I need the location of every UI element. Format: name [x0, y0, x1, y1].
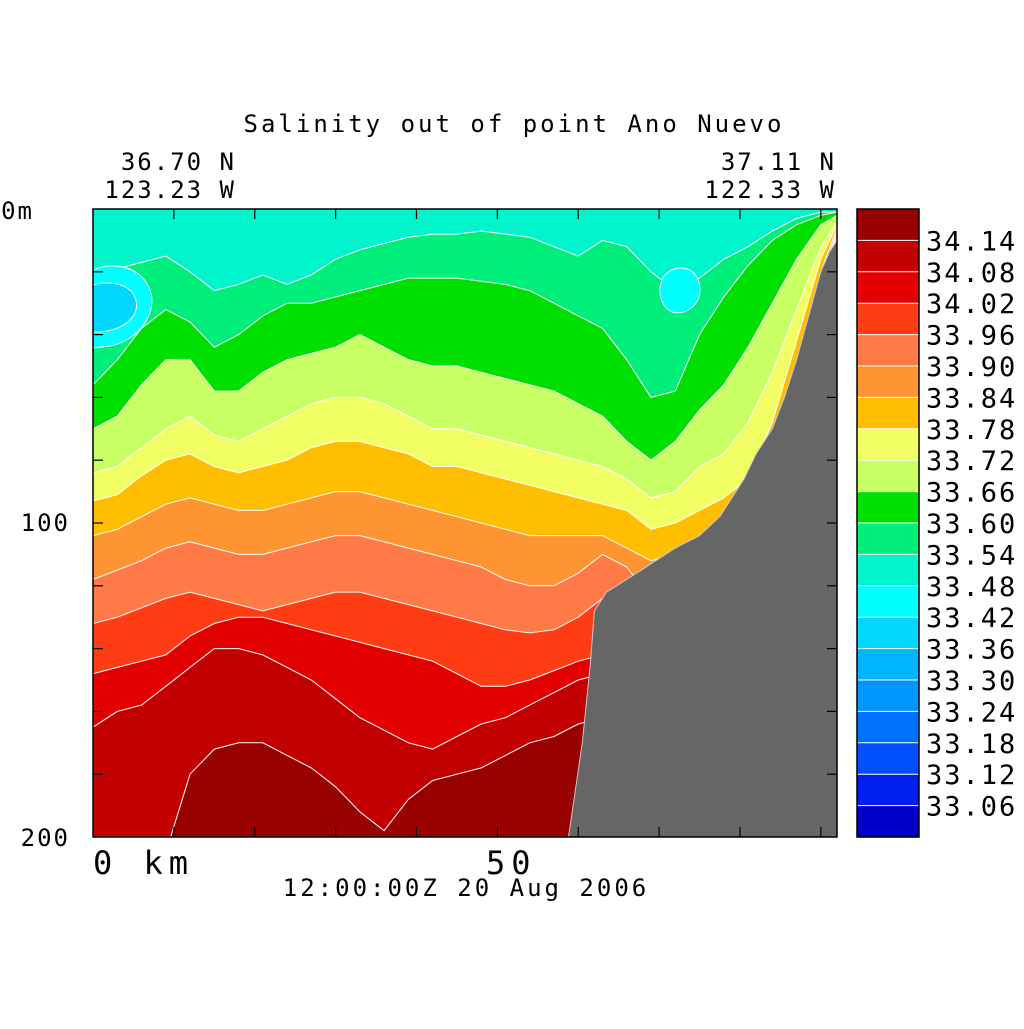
colorbar-label: 33.90 — [926, 352, 1017, 383]
colorbar-label: 33.30 — [926, 666, 1017, 697]
colorbar-swatch — [857, 460, 919, 493]
colorbar-swatch — [857, 209, 919, 241]
colorbar-label: 33.18 — [926, 729, 1017, 760]
colorbar-label: 33.36 — [926, 635, 1017, 666]
colorbar-label: 33.48 — [926, 572, 1017, 603]
y-axis-ticks — [93, 271, 837, 775]
colorbar-label: 33.24 — [926, 697, 1017, 728]
colorbar — [856, 208, 920, 838]
colorbar-swatch — [857, 397, 919, 430]
chart-title: Salinity out of point Ano Nuevo — [244, 110, 785, 138]
colorbar-swatch — [857, 805, 919, 838]
start-longitude: 123.23 W — [104, 176, 236, 204]
fresh-patch-west-core — [93, 282, 138, 333]
colorbar-label: 33.96 — [926, 321, 1017, 352]
colorbar-label: 34.14 — [926, 226, 1017, 257]
colorbar-swatch — [857, 774, 919, 807]
colorbar-swatch — [857, 303, 919, 336]
colorbar-label: 33.84 — [926, 383, 1017, 414]
timestamp-label: 12:00:00Z 20 Aug 2006 — [283, 874, 649, 902]
x-tick-label-50: 50 — [486, 844, 537, 882]
colorbar-label: 34.08 — [926, 258, 1017, 289]
end-longitude: 122.33 W — [704, 176, 836, 204]
colorbar-swatch — [857, 271, 919, 304]
colorbar-label: 33.12 — [926, 760, 1017, 791]
colorbar-label: 33.78 — [926, 415, 1017, 446]
colorbar-swatch — [857, 366, 919, 398]
y-tick-label-200: 200 — [21, 824, 70, 852]
band-33.48 — [93, 209, 837, 292]
colorbar-label: 33.54 — [926, 540, 1017, 571]
fresh-patch-east — [659, 267, 701, 314]
y-tick-label-100: 100 — [21, 509, 70, 537]
colorbar-swatch — [857, 648, 919, 681]
colorbar-label: 34.02 — [926, 289, 1017, 320]
colorbar-frame — [856, 208, 920, 838]
colorbar-label: 33.42 — [926, 603, 1017, 634]
colorbar-swatch — [857, 742, 919, 775]
colorbar-swatch — [857, 680, 919, 712]
end-latitude: 37.11 N — [721, 148, 836, 176]
colorbar-label: 33.06 — [926, 792, 1017, 823]
colorbar-swatch — [857, 585, 919, 618]
colorbar-swatch — [857, 554, 919, 587]
colorbar-label: 33.60 — [926, 509, 1017, 540]
colorbar-swatch — [857, 334, 919, 367]
salinity-bands — [93, 209, 837, 837]
colorbar-swatch — [857, 491, 919, 524]
x-tick-label-0: 0 km — [93, 844, 194, 882]
colorbar-labels: 34.1434.0834.0233.9633.9033.8433.7833.72… — [926, 226, 1017, 823]
colorbar-swatch — [857, 428, 919, 461]
colorbar-swatch — [857, 240, 919, 273]
colorbar-label: 33.66 — [926, 478, 1017, 509]
colorbar-swatch — [857, 617, 919, 650]
continental-shelf — [567, 239, 837, 837]
colorbar-label: 33.72 — [926, 446, 1017, 477]
start-latitude: 36.70 N — [121, 148, 236, 176]
y-tick-label-0: 0m — [1, 197, 34, 225]
colorbar-swatch — [857, 523, 919, 555]
colorbar-swatch — [857, 711, 919, 744]
x-axis-ticks — [173, 209, 822, 837]
